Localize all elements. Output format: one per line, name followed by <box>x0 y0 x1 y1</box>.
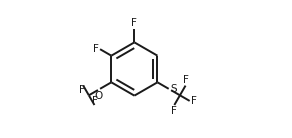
Text: F: F <box>191 96 197 106</box>
Text: F: F <box>171 106 176 116</box>
Text: F: F <box>79 85 85 95</box>
Text: F: F <box>183 75 189 85</box>
Text: S: S <box>170 84 177 94</box>
Text: F: F <box>131 18 137 28</box>
Text: F: F <box>93 44 99 54</box>
Text: O: O <box>95 91 103 100</box>
Text: F: F <box>93 96 98 106</box>
